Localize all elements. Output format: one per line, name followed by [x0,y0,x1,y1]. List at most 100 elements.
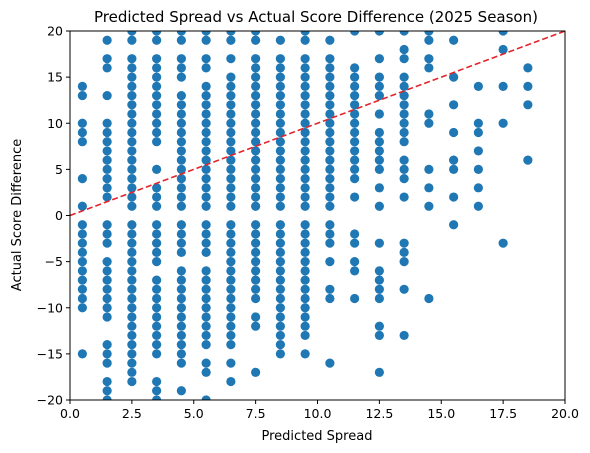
data-point [275,303,285,313]
data-point [77,118,87,128]
data-point [374,275,384,285]
data-point [251,183,261,193]
data-point [275,109,285,119]
data-point [399,155,409,165]
data-point [399,284,409,294]
data-point [300,266,310,276]
data-point [102,63,112,73]
data-point [226,238,236,248]
data-point [275,72,285,82]
data-point [325,127,335,138]
data-point [300,275,310,285]
reference-line-layer [70,31,565,217]
data-point [399,164,409,174]
data-point [102,312,112,322]
data-point [102,192,112,202]
data-point [325,137,335,147]
data-point [325,192,335,202]
data-point [176,146,186,156]
data-point [201,303,211,313]
y-tick-label: −10 [37,300,63,315]
data-point [176,340,186,350]
data-point [176,386,186,396]
data-point [300,35,310,45]
data-point [176,284,186,294]
data-point [449,100,459,110]
data-point [226,118,236,128]
data-point [127,201,137,211]
data-point [152,201,162,211]
data-point [176,54,186,64]
data-point [201,100,211,110]
data-point [350,293,360,304]
data-point [275,220,285,230]
data-point [201,395,211,400]
x-tick-label: 20.0 [551,406,579,421]
data-point [251,54,261,64]
data-point [127,174,137,184]
data-point [102,284,112,294]
data-point [449,220,459,230]
x-tick-label: 0.0 [60,406,80,421]
data-point [275,293,285,304]
data-point [325,293,335,304]
data-point [226,90,236,101]
data-point [374,367,384,377]
x-tick-label: 7.5 [246,406,266,421]
data-point [325,90,335,101]
data-point [300,54,310,64]
data-point [350,266,360,276]
data-point [201,340,211,350]
data-point [300,90,310,101]
data-point [127,72,137,82]
data-point [127,284,137,294]
data-point [325,72,335,82]
data-point [300,174,310,184]
data-point [325,100,335,110]
y-tick-label: 10 [47,116,63,131]
data-point [251,137,261,147]
data-point [275,312,285,322]
data-point [374,109,384,119]
data-point [399,174,409,184]
data-point [275,137,285,147]
data-point [102,358,112,368]
data-point [152,192,162,202]
data-point [226,201,236,211]
data-point [275,100,285,110]
x-tick-label: 10.0 [304,406,332,421]
data-point [374,321,384,331]
data-point [152,312,162,322]
data-point [300,303,310,313]
data-point [300,192,310,202]
data-point [300,146,310,156]
data-point [102,275,112,285]
data-point [350,257,360,267]
data-point [300,164,310,174]
data-point [325,257,335,267]
data-point [473,146,483,156]
data-point [350,229,360,239]
data-point [226,275,236,285]
data-point [226,340,236,350]
data-point [275,127,285,138]
data-point [226,220,236,230]
data-point [325,174,335,184]
data-point [77,81,87,91]
data-point [325,220,335,230]
data-point [77,284,87,294]
x-tick-label: 5.0 [184,406,204,421]
data-point [152,376,162,387]
data-point [152,127,162,138]
data-point [424,54,434,64]
data-point [325,284,335,294]
data-point [449,127,459,138]
data-point [176,100,186,110]
x-tick-label: 17.5 [489,406,517,421]
y-tick-label: 15 [47,70,63,85]
data-point [152,330,162,341]
data-point [201,90,211,101]
data-point [176,63,186,73]
data-point [102,386,112,396]
y-tick-label: 5 [55,162,63,177]
